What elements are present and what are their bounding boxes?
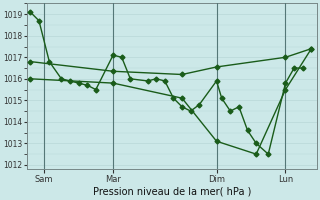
- X-axis label: Pression niveau de la mer( hPa ): Pression niveau de la mer( hPa ): [92, 187, 251, 197]
